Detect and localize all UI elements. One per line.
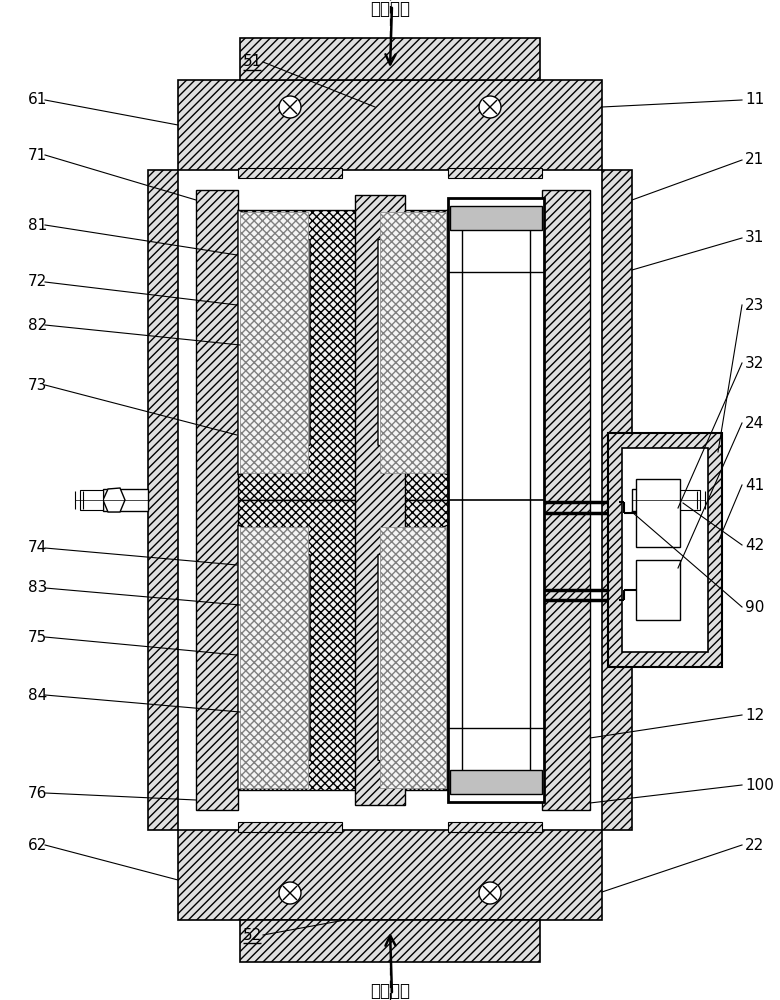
Polygon shape — [378, 525, 448, 790]
Bar — [448, 822, 542, 832]
Text: 75: 75 — [28, 630, 48, 645]
Text: 62: 62 — [28, 838, 48, 852]
Text: 11: 11 — [745, 93, 764, 107]
Text: 76: 76 — [28, 786, 48, 800]
Text: 72: 72 — [28, 274, 48, 290]
Text: 24: 24 — [745, 416, 764, 430]
Bar — [240, 38, 540, 80]
Bar — [636, 560, 680, 620]
Circle shape — [279, 882, 301, 904]
Text: 83: 83 — [28, 580, 48, 595]
Bar — [178, 80, 602, 170]
Polygon shape — [238, 525, 310, 790]
Text: 82: 82 — [28, 318, 48, 332]
Text: 90: 90 — [745, 599, 764, 614]
Text: 81: 81 — [28, 218, 48, 232]
Text: 32: 32 — [745, 356, 764, 370]
Text: 12: 12 — [745, 708, 764, 722]
Text: 73: 73 — [28, 377, 48, 392]
Bar — [448, 198, 544, 802]
Bar — [450, 206, 542, 230]
Text: 71: 71 — [28, 147, 48, 162]
Text: 21: 21 — [745, 152, 764, 167]
Bar — [632, 489, 677, 511]
Text: 100: 100 — [745, 778, 774, 792]
Circle shape — [279, 96, 301, 118]
Text: 61: 61 — [28, 93, 48, 107]
Circle shape — [479, 96, 501, 118]
Bar — [355, 195, 405, 805]
Bar — [238, 822, 342, 832]
Bar — [622, 448, 708, 652]
Bar — [240, 920, 540, 962]
Bar — [220, 500, 542, 790]
Bar — [380, 212, 446, 473]
Text: 压力入口: 压力入口 — [370, 0, 410, 18]
Circle shape — [479, 882, 501, 904]
Bar — [238, 168, 342, 178]
Text: 42: 42 — [745, 538, 764, 552]
Text: 84: 84 — [28, 688, 48, 702]
Bar — [148, 170, 178, 830]
Bar — [240, 527, 308, 788]
Bar — [240, 212, 308, 473]
Text: 压力入口: 压力入口 — [370, 982, 410, 1000]
Bar — [380, 527, 446, 788]
Text: 41: 41 — [745, 478, 764, 492]
Text: 23: 23 — [745, 298, 764, 312]
Bar — [80, 490, 103, 510]
Bar — [636, 479, 680, 547]
Bar — [608, 433, 722, 667]
Bar — [220, 210, 542, 500]
Polygon shape — [378, 210, 448, 475]
Bar — [103, 489, 148, 511]
Bar — [677, 490, 700, 510]
Text: 74: 74 — [28, 540, 48, 556]
Text: 52: 52 — [243, 928, 262, 942]
Bar — [178, 830, 602, 920]
Text: 22: 22 — [745, 838, 764, 852]
Polygon shape — [655, 488, 677, 512]
Bar — [450, 770, 542, 794]
Text: 51: 51 — [243, 54, 262, 70]
Bar — [602, 170, 632, 830]
Polygon shape — [103, 488, 125, 512]
Bar — [196, 190, 238, 810]
Bar — [448, 168, 542, 178]
Bar — [542, 190, 590, 810]
Polygon shape — [238, 210, 310, 475]
Text: 31: 31 — [745, 231, 764, 245]
